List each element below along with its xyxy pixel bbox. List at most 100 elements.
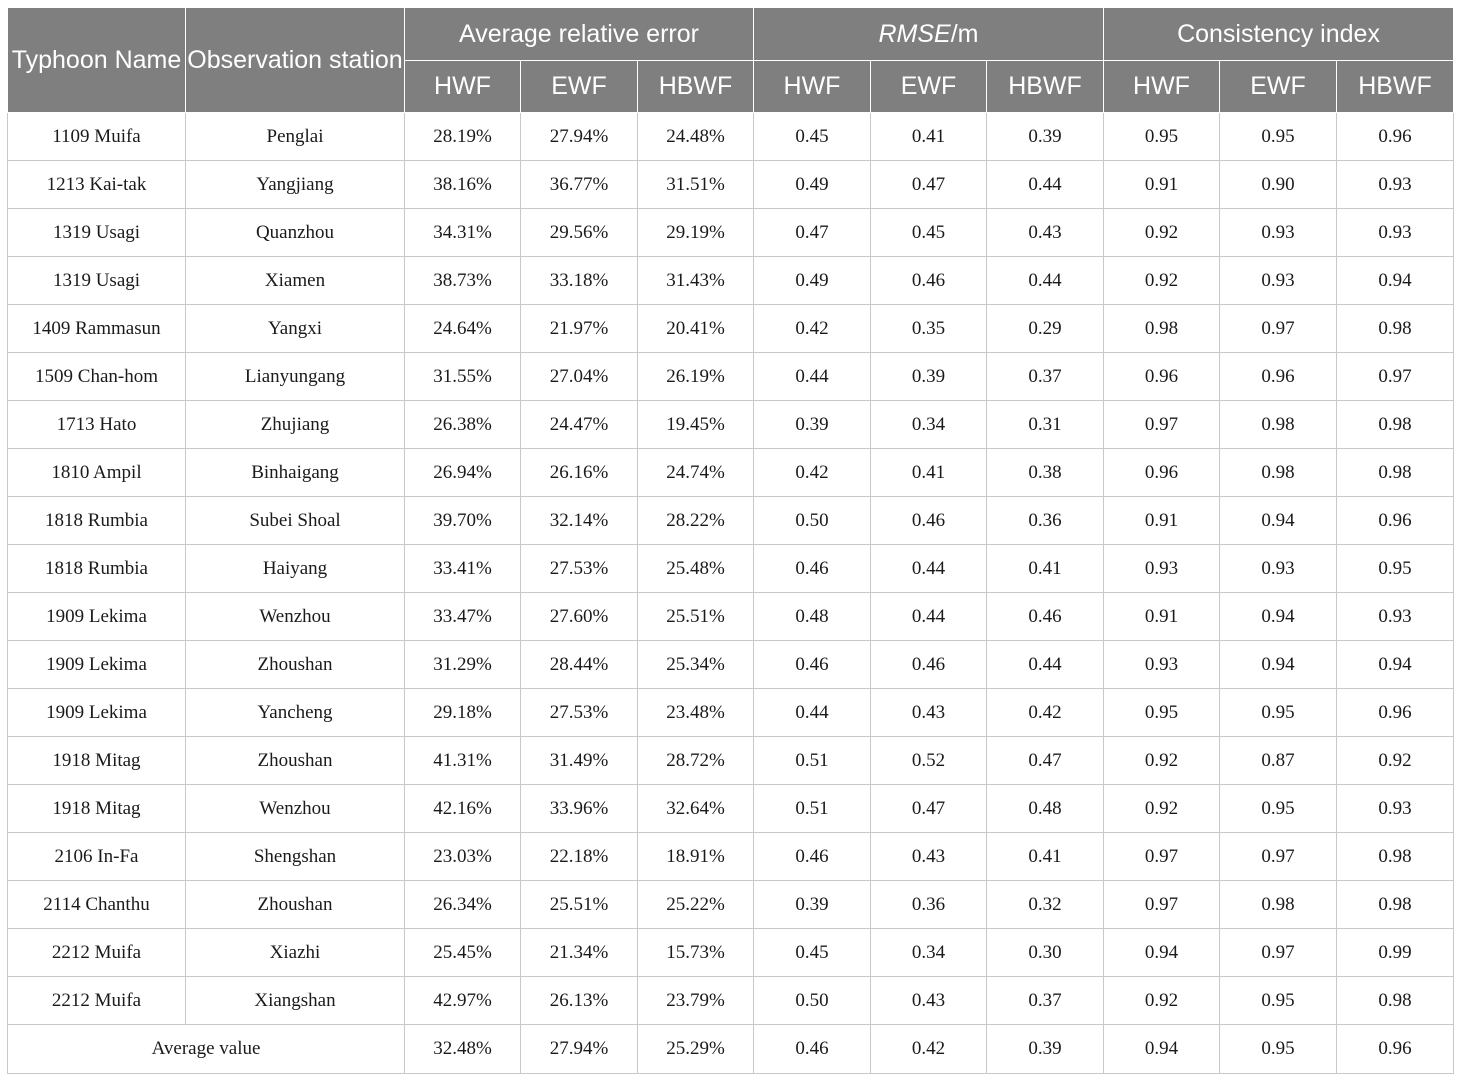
table-row: 1713 Hato Zhujiang 26.38% 24.47% 19.45% 0.39 0… <box>7 400 1455 449</box>
rmse-ewf-cell: 0.41 <box>870 448 987 497</box>
are-ewf-cell: 32.14% <box>520 496 638 545</box>
rmse-hbwf-cell: 0.37 <box>986 976 1104 1025</box>
ci-hwf-cell: 0.96 <box>1103 448 1220 497</box>
rmse-hbwf-cell: 0.41 <box>986 544 1104 593</box>
rmse-ewf-cell: 0.41 <box>870 112 987 161</box>
rmse-hbwf-cell: 0.47 <box>986 736 1104 785</box>
are-hbwf-cell: 24.48% <box>637 112 754 161</box>
table-row: 1909 Lekima Zhoushan 31.29% 28.44% 25.34% 0.4… <box>7 640 1455 689</box>
station-cell: Xiazhi <box>185 928 405 977</box>
are-ewf-cell: 31.49% <box>520 736 638 785</box>
typhoon-name-cell: 1509 Chan-hom <box>7 352 186 401</box>
rmse-hwf-average-cell: 0.46 <box>753 1024 871 1074</box>
are-ewf-cell: 25.51% <box>520 880 638 929</box>
table-header: Typhoon Name Observation station Average… <box>7 7 1455 113</box>
rmse-hwf-cell: 0.47 <box>753 208 871 257</box>
ci-hwf-cell: 0.97 <box>1103 832 1220 881</box>
rmse-hwf-cell: 0.42 <box>753 448 871 497</box>
typhoon-name-cell: 1213 Kai-tak <box>7 160 186 209</box>
typhoon-name-cell: 1918 Mitag <box>7 736 186 785</box>
table-row: 1319 Usagi Xiamen 38.73% 33.18% 31.43% 0.49 0.… <box>7 256 1455 305</box>
ci-hbwf-cell: 0.98 <box>1335 832 1455 881</box>
subheader-ewf: EWF <box>520 60 638 113</box>
are-ewf-cell: 33.18% <box>520 256 638 305</box>
station-cell: Zhujiang <box>185 400 405 449</box>
are-hwf-cell: 34.31% <box>404 208 521 257</box>
table-body: 1109 Muifa Penglai 28.19% 27.94% 24.48% 0.45 0… <box>7 112 1455 1074</box>
station-cell: Zhoushan <box>185 880 405 929</box>
are-hbwf-cell: 31.51% <box>637 160 754 209</box>
rmse-hwf-cell: 0.45 <box>753 112 871 161</box>
table-row: 1909 Lekima Yancheng 29.18% 27.53% 23.48% 0.4… <box>7 688 1455 737</box>
rmse-hwf-cell: 0.46 <box>753 832 871 881</box>
subheader-hbwf: HBWF <box>986 60 1104 113</box>
header-consistency-index: Consistency index <box>1102 7 1455 61</box>
are-hwf-cell: 33.41% <box>404 544 521 593</box>
ci-hwf-cell: 0.92 <box>1103 736 1220 785</box>
table-row: 1319 Usagi Quanzhou 34.31% 29.56% 29.19% 0.47… <box>7 208 1455 257</box>
ci-hwf-cell: 0.94 <box>1103 928 1220 977</box>
ci-hbwf-cell: 0.92 <box>1335 736 1455 785</box>
table-row: 2212 Muifa Xiazhi 25.45% 21.34% 15.73% 0.45 0.… <box>7 928 1455 977</box>
station-cell: Haiyang <box>185 544 405 593</box>
average-row: Average value 32.48% 27.94% 25.29% 0.46 0.42 0… <box>7 1024 1455 1074</box>
ci-ewf-cell: 0.87 <box>1219 736 1337 785</box>
are-hwf-cell: 41.31% <box>404 736 521 785</box>
table-row: 2106 In-Fa Shengshan 23.03% 22.18% 18.91% 0.4… <box>7 832 1455 881</box>
header-rmse: RMSE/m <box>753 7 1104 61</box>
rmse-ewf-cell: 0.43 <box>870 832 987 881</box>
are-hwf-cell: 42.16% <box>404 784 521 833</box>
rmse-hwf-cell: 0.51 <box>753 736 871 785</box>
ci-hwf-cell: 0.91 <box>1103 496 1220 545</box>
typhoon-name-cell: 1918 Mitag <box>7 784 186 833</box>
ci-hwf-cell: 0.91 <box>1103 592 1220 641</box>
ci-ewf-cell: 0.95 <box>1219 784 1337 833</box>
station-cell: Subei Shoal <box>185 496 405 545</box>
ci-hwf-average-cell: 0.94 <box>1103 1024 1220 1074</box>
table-row: 2114 Chanthu Zhoushan 26.34% 25.51% 25.22% 0.… <box>7 880 1455 929</box>
ci-hwf-cell: 0.91 <box>1103 160 1220 209</box>
are-hbwf-cell: 31.43% <box>637 256 754 305</box>
rmse-hbwf-cell: 0.32 <box>986 880 1104 929</box>
rmse-hbwf-cell: 0.46 <box>986 592 1104 641</box>
rmse-hbwf-cell: 0.41 <box>986 832 1104 881</box>
station-cell: Quanzhou <box>185 208 405 257</box>
station-cell: Wenzhou <box>185 784 405 833</box>
rmse-hbwf-cell: 0.29 <box>986 304 1104 353</box>
typhoon-name-cell: 2212 Muifa <box>7 976 186 1025</box>
ci-ewf-cell: 0.96 <box>1219 352 1337 401</box>
typhoon-name-cell: 2106 In-Fa <box>7 832 186 881</box>
rmse-hbwf-cell: 0.30 <box>986 928 1104 977</box>
typhoon-name-cell: 1909 Lekima <box>7 688 186 737</box>
are-hbwf-cell: 18.91% <box>637 832 754 881</box>
subheader-hwf: HWF <box>1103 60 1220 113</box>
table-row: 1918 Mitag Wenzhou 42.16% 33.96% 32.64% 0.51 0… <box>7 784 1455 833</box>
station-cell: Xiamen <box>185 256 405 305</box>
rmse-ewf-cell: 0.47 <box>870 784 987 833</box>
table-row: 1909 Lekima Wenzhou 33.47% 27.60% 25.51% 0.48… <box>7 592 1455 641</box>
ci-hbwf-cell: 0.96 <box>1335 112 1455 161</box>
table-row: 1409 Rammasun Yangxi 24.64% 21.97% 20.41% 0.4… <box>7 304 1455 353</box>
typhoon-name-cell: 2114 Chanthu <box>7 880 186 929</box>
are-ewf-cell: 22.18% <box>520 832 638 881</box>
are-ewf-cell: 27.94% <box>520 112 638 161</box>
ci-ewf-cell: 0.94 <box>1219 496 1337 545</box>
typhoon-name-cell: 1713 Hato <box>7 400 186 449</box>
rmse-hbwf-cell: 0.44 <box>986 256 1104 305</box>
ci-hbwf-cell: 0.98 <box>1335 880 1455 929</box>
are-hbwf-cell: 25.48% <box>637 544 754 593</box>
table-row: 1213 Kai-tak Yangjiang 38.16% 36.77% 31.51% 0… <box>7 160 1455 209</box>
ci-hbwf-cell: 0.98 <box>1335 304 1455 353</box>
ci-ewf-cell: 0.94 <box>1219 592 1337 641</box>
ci-ewf-cell: 0.90 <box>1219 160 1337 209</box>
typhoon-name-cell: 1909 Lekima <box>7 640 186 689</box>
rmse-ewf-cell: 0.35 <box>870 304 987 353</box>
ci-hwf-cell: 0.92 <box>1103 784 1220 833</box>
station-cell: Zhoushan <box>185 640 405 689</box>
ci-ewf-cell: 0.93 <box>1219 256 1337 305</box>
subheader-ewf: EWF <box>1219 60 1337 113</box>
rmse-hwf-cell: 0.50 <box>753 976 871 1025</box>
are-hwf-cell: 33.47% <box>404 592 521 641</box>
rmse-ewf-cell: 0.34 <box>870 400 987 449</box>
are-hwf-cell: 31.29% <box>404 640 521 689</box>
